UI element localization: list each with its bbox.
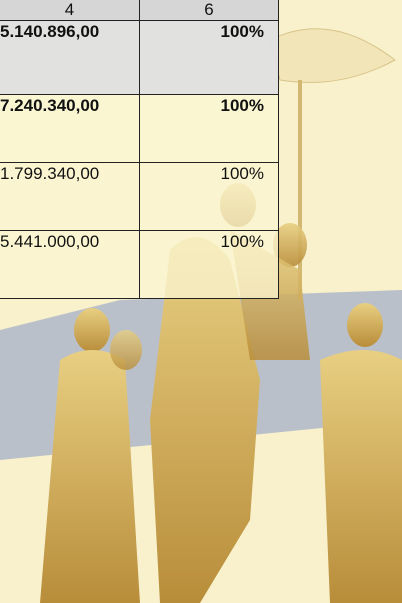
data-table: 4 6 5.140.896,00 100% 7.240.340,00 100% … [0, 0, 279, 299]
amount-cell: 5.441.000,00 [0, 231, 140, 299]
percent-cell: 100% [140, 163, 279, 231]
table-row: 7.240.340,00 100% [0, 95, 279, 163]
page: 4 6 5.140.896,00 100% 7.240.340,00 100% … [0, 0, 402, 603]
amount-cell: 5.140.896,00 [0, 21, 140, 95]
table-row: 5.140.896,00 100% [0, 21, 279, 95]
amount-cell: 1.799.340,00 [0, 163, 140, 231]
amount-cell: 7.240.340,00 [0, 95, 140, 163]
header-cell: 4 [0, 0, 140, 21]
header-cell: 6 [140, 0, 279, 21]
percent-cell: 100% [140, 95, 279, 163]
percent-cell: 100% [140, 231, 279, 299]
header-row: 4 6 [0, 0, 279, 21]
table-row: 5.441.000,00 100% [0, 231, 279, 299]
table-row: 1.799.340,00 100% [0, 163, 279, 231]
percent-cell: 100% [140, 21, 279, 95]
